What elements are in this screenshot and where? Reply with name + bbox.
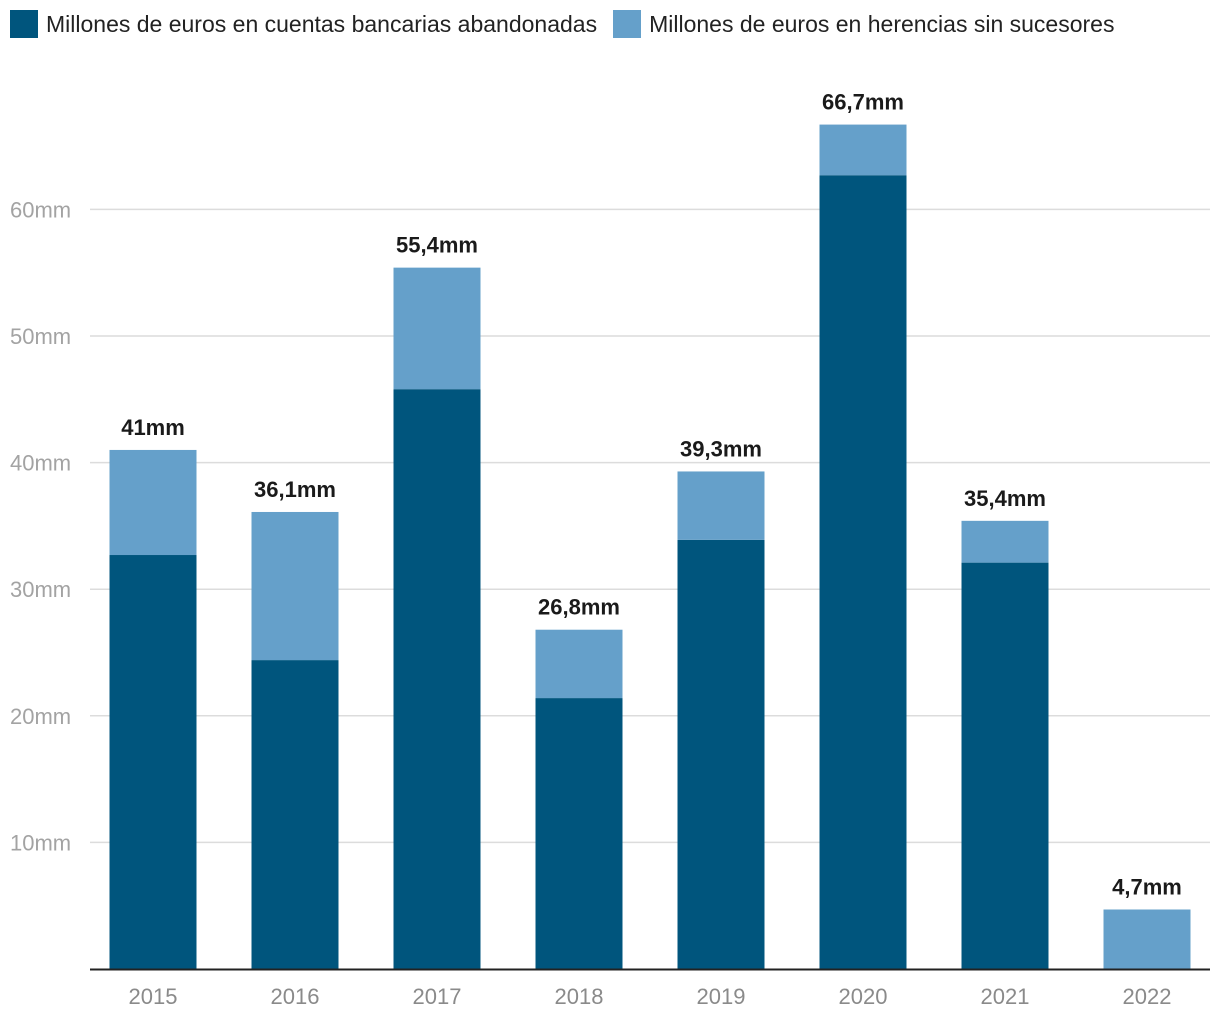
bar-2021-series-2 [961, 520, 1049, 563]
legend: Millones de euros en cuentas bancarias a… [10, 10, 1114, 38]
total-label-2017: 55,4mm [396, 233, 478, 258]
total-label-2016: 36,1mm [254, 477, 336, 502]
bar-2015-series-1 [109, 555, 197, 969]
x-tick-label-2016: 2016 [271, 984, 320, 1009]
total-label-2019: 39,3mm [680, 436, 762, 461]
total-label-2020: 66,7mm [822, 90, 904, 115]
x-tick-label-2022: 2022 [1123, 984, 1172, 1009]
bar-2017-series-2 [393, 267, 481, 390]
total-label-2021: 35,4mm [964, 486, 1046, 511]
total-label-2015: 41mm [121, 415, 185, 440]
legend-label-herencias: Millones de euros en herencias sin suces… [649, 10, 1115, 37]
bar-2016-series-2 [251, 511, 339, 661]
legend-item-herencias: Millones de euros en herencias sin suces… [613, 10, 1114, 38]
bar-2018-series-1 [535, 698, 623, 969]
bar-2020-series-1 [819, 175, 907, 969]
x-tick-label-2019: 2019 [697, 984, 746, 1009]
y-tick-label: 50mm [10, 324, 71, 349]
bar-2017-series-1 [393, 389, 481, 969]
x-tick-label-2021: 2021 [981, 984, 1030, 1009]
bar-2022-series-2 [1103, 909, 1191, 969]
x-tick-label-2017: 2017 [413, 984, 462, 1009]
y-tick-label: 30mm [10, 577, 71, 602]
y-tick-label: 40mm [10, 451, 71, 476]
x-tick-label-2015: 2015 [129, 984, 178, 1009]
x-tick-label-2020: 2020 [839, 984, 888, 1009]
legend-swatch-herencias [613, 10, 642, 38]
bar-2016-series-1 [251, 660, 339, 969]
bar-2019-series-2 [677, 471, 765, 540]
y-tick-label: 20mm [10, 704, 71, 729]
bar-2019-series-1 [677, 539, 765, 969]
x-tick-label-2018: 2018 [555, 984, 604, 1009]
y-tick-label: 10mm [10, 830, 71, 855]
bar-2020-series-2 [819, 124, 907, 176]
legend-item-cuentas: Millones de euros en cuentas bancarias a… [10, 10, 597, 38]
total-label-2022: 4,7mm [1112, 874, 1182, 899]
bar-2015-series-2 [109, 449, 197, 556]
bar-2021-series-1 [961, 562, 1049, 969]
y-tick-label: 60mm [10, 197, 71, 222]
total-label-2018: 26,8mm [538, 595, 620, 620]
legend-label-cuentas: Millones de euros en cuentas bancarias a… [46, 10, 598, 37]
bar-2018-series-2 [535, 629, 623, 699]
legend-swatch-cuentas [10, 10, 38, 38]
